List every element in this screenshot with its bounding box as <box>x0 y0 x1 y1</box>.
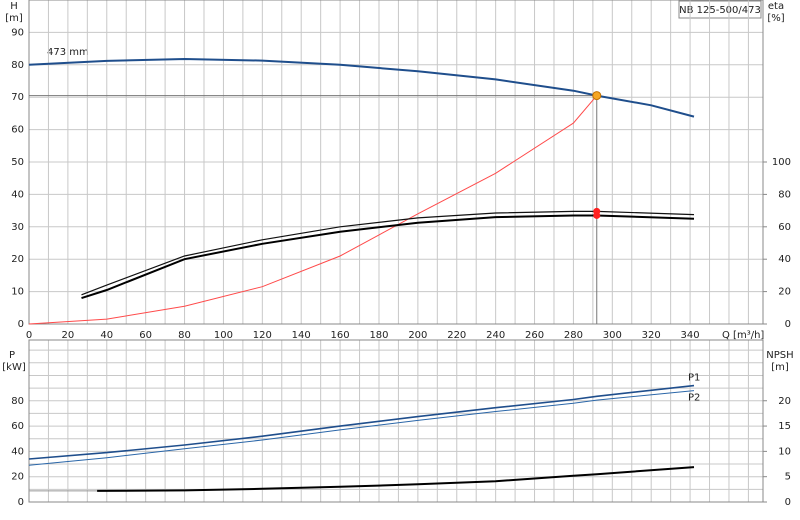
x-tick-label: 300 <box>603 330 622 341</box>
y-tick-label: 0 <box>18 319 24 330</box>
y2-tick-label: 80 <box>778 189 791 200</box>
series-line <box>28 390 695 466</box>
y2-unit: [%] <box>767 13 784 24</box>
y-label: H <box>10 1 18 12</box>
y2-unit: [m] <box>771 362 789 373</box>
series-line <box>81 210 695 296</box>
y-tick-label: 60 <box>11 421 24 432</box>
y-tick-label: 30 <box>11 222 24 233</box>
series-line <box>28 95 598 325</box>
title-box <box>678 0 762 19</box>
series-line <box>81 214 695 300</box>
y-tick-label: 20 <box>11 254 24 265</box>
y2-tick-label: 15 <box>778 421 791 432</box>
y-label: P <box>9 350 15 361</box>
series-label: P1 <box>688 373 700 384</box>
series-line <box>28 384 695 460</box>
x-tick-label: 320 <box>642 330 661 341</box>
operating-marker <box>593 211 601 219</box>
y2-tick-label: 20 <box>778 287 791 298</box>
x-tick-label: 80 <box>178 330 191 341</box>
series-label: P2 <box>688 393 700 404</box>
x-tick-label: 180 <box>369 330 388 341</box>
x-tick-label: 200 <box>408 330 427 341</box>
x-tick-label: 140 <box>292 330 311 341</box>
x-tick-label: 340 <box>681 330 700 341</box>
y2-tick-label: 10 <box>778 446 791 457</box>
y2-label: eta <box>768 1 784 12</box>
chart-title: NB 125-500/473 <box>679 5 761 16</box>
y-tick-label: 40 <box>11 189 24 200</box>
x-tick-label: 220 <box>447 330 466 341</box>
plot-frame <box>28 0 764 325</box>
y-tick-label: 0 <box>18 497 24 508</box>
y-tick-label: 80 <box>11 60 24 71</box>
y-tick-label: 80 <box>11 396 24 407</box>
x-tick-label: 280 <box>564 330 583 341</box>
y-tick-label: 40 <box>11 446 24 457</box>
y2-label: NPSH <box>766 350 793 361</box>
y2-tick-label: 0 <box>785 319 791 330</box>
x-tick-label: 0 <box>26 330 32 341</box>
y2-tick-label: 40 <box>778 254 791 265</box>
y2-tick-label: 20 <box>778 396 791 407</box>
y-tick-label: 50 <box>11 157 24 168</box>
y-tick-label: 90 <box>11 27 24 38</box>
y2-tick-label: 100 <box>772 157 791 168</box>
x-tick-label: 100 <box>214 330 233 341</box>
x-tick-label: 120 <box>253 330 272 341</box>
plot-frame <box>28 339 764 503</box>
x-tick-label: 20 <box>62 330 75 341</box>
x-tick-label: 160 <box>331 330 350 341</box>
x-tick-label: 240 <box>486 330 505 341</box>
y2-tick-label: 0 <box>785 497 791 508</box>
x-tick-label: 260 <box>525 330 544 341</box>
y-unit: [m] <box>5 13 23 24</box>
y-tick-label: 10 <box>11 287 24 298</box>
y-unit: [kW] <box>2 362 26 373</box>
x-tick-label: 40 <box>100 330 113 341</box>
series-line <box>97 466 695 492</box>
x-tick-label: 60 <box>139 330 152 341</box>
x-label: Q [m³/h] <box>722 330 764 341</box>
y-tick-label: 70 <box>11 92 24 103</box>
y2-tick-label: 60 <box>778 222 791 233</box>
y2-tick-label: 5 <box>785 472 791 483</box>
series-line <box>28 57 695 118</box>
operating-point <box>592 91 602 101</box>
y-tick-label: 20 <box>11 472 24 483</box>
y-tick-label: 60 <box>11 125 24 136</box>
